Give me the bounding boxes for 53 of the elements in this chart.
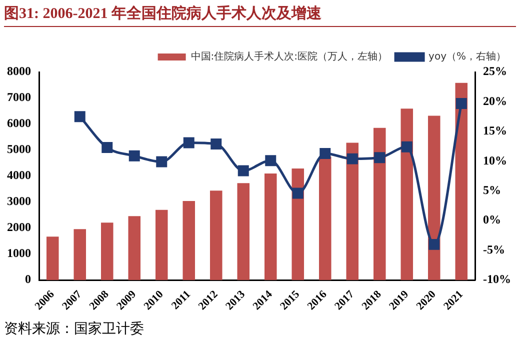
bar [318, 156, 332, 280]
bar [128, 216, 141, 280]
bar [346, 142, 359, 280]
bar [210, 190, 222, 280]
bar [237, 183, 250, 280]
y2-tick-label: -10% [483, 272, 512, 286]
point [346, 153, 358, 164]
point [102, 142, 113, 154]
bar [373, 128, 386, 280]
y-tick-label: 8000 [7, 64, 31, 78]
y-tick-label: 4000 [7, 168, 31, 182]
point [238, 165, 249, 176]
bar [428, 116, 440, 280]
y2-tick-label: 0% [483, 212, 502, 227]
point [210, 138, 222, 150]
y-tick-label: 3000 [7, 194, 31, 208]
point [292, 188, 304, 199]
y2-tick-label: 10% [483, 153, 508, 168]
y-tick-label: 5000 [7, 142, 31, 156]
point [183, 137, 194, 148]
bar [292, 168, 304, 280]
y-tick-label: 1000 [7, 246, 31, 260]
bar [264, 173, 277, 280]
bar [155, 210, 168, 280]
chart-title: 图31: 2006-2021 年全国住院病人手术人次及增速 [4, 4, 516, 27]
bar [100, 222, 114, 280]
y-tick-label: 7000 [7, 90, 31, 104]
point [74, 111, 86, 122]
y-tick-label: 0 [25, 272, 31, 286]
legend-label: yoy（%，右轴） [428, 50, 506, 63]
point [428, 238, 440, 250]
bar [46, 236, 59, 280]
y2-tick-label: 15% [483, 124, 508, 138]
y-tick-label: 2000 [7, 220, 31, 234]
bar [74, 229, 86, 280]
point [156, 156, 168, 168]
y2-tick-label: 20% [483, 94, 508, 108]
y2-tick-label: 25% [483, 64, 508, 78]
y2-tick-label: 5% [483, 183, 502, 198]
y-tick-label: 6000 [7, 116, 31, 130]
x-tick-label: 2011 [169, 288, 194, 312]
point [320, 148, 331, 159]
point [401, 141, 412, 152]
bar [400, 108, 414, 280]
legend-label: 中国:住院病人手术人次:医院（万人，左轴） [190, 50, 388, 63]
bar [455, 82, 468, 280]
point [265, 155, 276, 166]
bar [182, 201, 196, 280]
point [456, 98, 467, 110]
point [374, 152, 386, 164]
point [128, 150, 140, 162]
y2-tick-label: -5% [483, 242, 506, 256]
text: 资料来源：国家卫计委 [4, 320, 144, 338]
